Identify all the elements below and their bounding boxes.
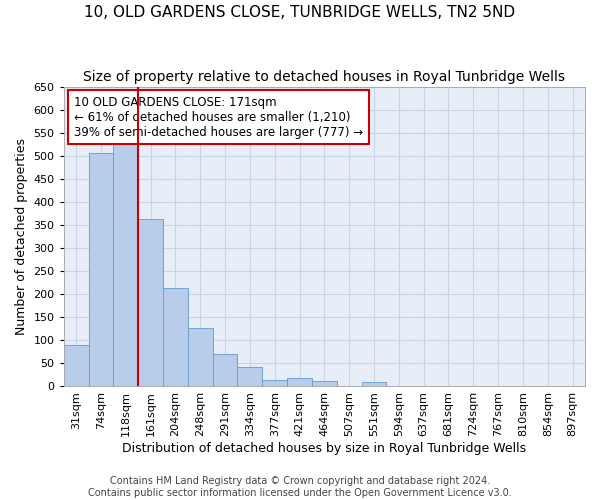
Bar xyxy=(262,380,287,386)
Bar xyxy=(64,345,89,387)
Bar xyxy=(287,378,312,386)
Y-axis label: Number of detached properties: Number of detached properties xyxy=(15,138,28,335)
Bar xyxy=(238,367,262,386)
Bar xyxy=(89,152,113,386)
Bar xyxy=(113,142,138,386)
X-axis label: Distribution of detached houses by size in Royal Tunbridge Wells: Distribution of detached houses by size … xyxy=(122,442,526,455)
Bar xyxy=(138,219,163,386)
Bar xyxy=(212,354,238,386)
Bar xyxy=(362,382,386,386)
Bar xyxy=(312,382,337,386)
Title: Size of property relative to detached houses in Royal Tunbridge Wells: Size of property relative to detached ho… xyxy=(83,70,565,84)
Bar xyxy=(188,328,212,386)
Text: 10, OLD GARDENS CLOSE, TUNBRIDGE WELLS, TN2 5ND: 10, OLD GARDENS CLOSE, TUNBRIDGE WELLS, … xyxy=(85,5,515,20)
Bar xyxy=(163,288,188,386)
Text: 10 OLD GARDENS CLOSE: 171sqm
← 61% of detached houses are smaller (1,210)
39% of: 10 OLD GARDENS CLOSE: 171sqm ← 61% of de… xyxy=(74,96,363,138)
Text: Contains HM Land Registry data © Crown copyright and database right 2024.
Contai: Contains HM Land Registry data © Crown c… xyxy=(88,476,512,498)
